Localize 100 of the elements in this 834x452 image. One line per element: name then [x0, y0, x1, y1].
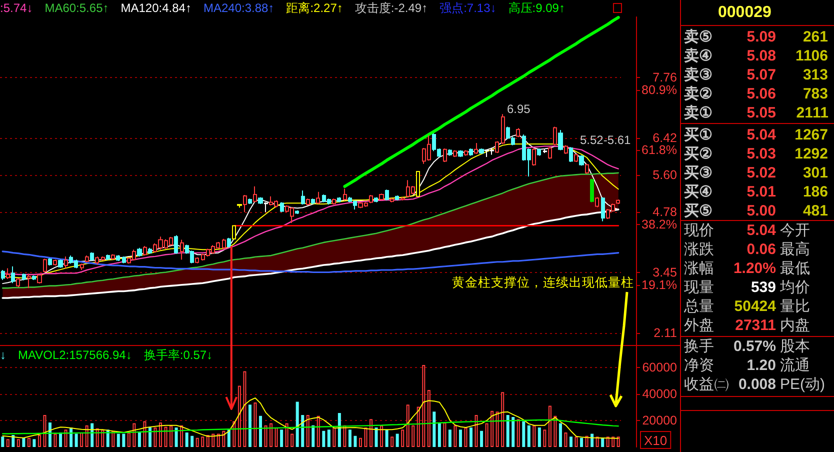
- candlestick: [116, 254, 120, 262]
- annotation: 黄金柱支撑位，连续出现低量柱: [452, 276, 634, 290]
- candlestick: [553, 126, 557, 146]
- text: 5.04: [746, 222, 776, 240]
- candlestick: [258, 196, 263, 205]
- candlestick: [137, 247, 142, 257]
- bar: [85, 425, 88, 447]
- bar: [506, 414, 510, 447]
- bar: [443, 422, 446, 447]
- candlestick: [248, 198, 252, 205]
- candlestick: [174, 234, 178, 254]
- bar: [164, 426, 168, 447]
- candlestick: [311, 198, 315, 205]
- bar: [416, 406, 420, 447]
- bar: [32, 439, 36, 447]
- text: 总量: [684, 298, 714, 316]
- text: 流通: [780, 357, 810, 375]
- candlestick: [301, 190, 305, 205]
- bar: [290, 434, 294, 447]
- bar: [127, 432, 130, 447]
- line-series: [2, 419, 619, 434]
- bar: [180, 425, 184, 447]
- bar: [485, 423, 488, 447]
- y-tick-label: 6.42: [652, 131, 678, 146]
- text: 高压:9.09↑: [508, 1, 565, 15]
- text: 买⑤ 5.00 481: [684, 202, 828, 220]
- candlestick: [48, 258, 52, 266]
- candlestick: [558, 129, 563, 151]
- y2-tick-label: 80.9%: [642, 82, 677, 97]
- candlestick: [222, 238, 226, 250]
- annotation: 换手率:0.57↓: [144, 348, 213, 362]
- candlestick: [58, 259, 63, 268]
- candlestick: [195, 256, 199, 264]
- bar: [470, 428, 473, 447]
- bar: [274, 428, 278, 447]
- bar: [312, 425, 315, 447]
- text: MA240:3.88↑: [203, 1, 274, 15]
- text: 最低: [780, 260, 810, 278]
- bar: [574, 436, 578, 447]
- bar: [116, 434, 120, 447]
- bar: [154, 428, 157, 447]
- candlestick: [374, 196, 378, 203]
- y-tick-label: 60000: [642, 360, 678, 375]
- candlestick: [390, 198, 394, 203]
- bar: [248, 404, 252, 447]
- line-series: [2, 250, 620, 274]
- candlestick: [316, 191, 320, 205]
- y-tick-label: 4.78: [652, 205, 678, 220]
- candlestick: [85, 255, 89, 263]
- text: 买② 5.03 1292: [684, 146, 828, 162]
- bar: [270, 423, 273, 447]
- bar: [254, 402, 257, 447]
- candlestick: [27, 273, 31, 289]
- text: 1.20: [746, 357, 776, 375]
- bar: [548, 406, 552, 447]
- candlestick: [64, 256, 68, 269]
- bar: [490, 410, 494, 447]
- candlestick: [464, 150, 468, 156]
- text: 今开: [780, 222, 810, 240]
- candlestick: [458, 150, 463, 158]
- annotation: 6.95: [507, 102, 531, 116]
- bar: [532, 425, 536, 447]
- bar: [454, 425, 457, 447]
- text: 现价: [684, 222, 714, 240]
- bar: [170, 425, 173, 447]
- bar: [285, 423, 288, 447]
- bar: [364, 428, 368, 447]
- bar: [212, 434, 215, 447]
- bar: [464, 428, 468, 447]
- bar: [332, 428, 336, 447]
- bar: [64, 430, 68, 447]
- bar: [374, 428, 378, 447]
- candlestick: [37, 274, 42, 284]
- text: 0.57%: [733, 338, 776, 356]
- bar: [143, 421, 146, 447]
- text: 换手: [684, 338, 714, 356]
- candlestick: [122, 256, 126, 264]
- candlestick: [280, 202, 284, 213]
- bar: [558, 423, 562, 447]
- text: 买① 5.04 1267: [684, 126, 828, 144]
- candlestick: [537, 148, 541, 156]
- text: 距离:2.27↑: [286, 1, 343, 15]
- bar: [370, 419, 373, 447]
- candlestick: [95, 256, 99, 266]
- bar: [585, 436, 588, 447]
- bar: [174, 428, 178, 447]
- text: 强点:7.13↓: [440, 1, 496, 15]
- candlestick: [80, 263, 84, 271]
- bar: [148, 428, 152, 447]
- candlestick: [101, 256, 105, 262]
- y-tick-label: 2.11: [654, 326, 678, 340]
- bar: [543, 430, 546, 447]
- text: 涨幅: [684, 260, 714, 278]
- text: 攻击度:-2.49↑: [354, 1, 428, 15]
- text: MA120:4.84↑: [120, 1, 192, 15]
- candlestick: [474, 142, 478, 154]
- bar: [227, 430, 230, 447]
- bar: [301, 414, 304, 447]
- bar: [196, 438, 199, 447]
- bar: [348, 430, 352, 447]
